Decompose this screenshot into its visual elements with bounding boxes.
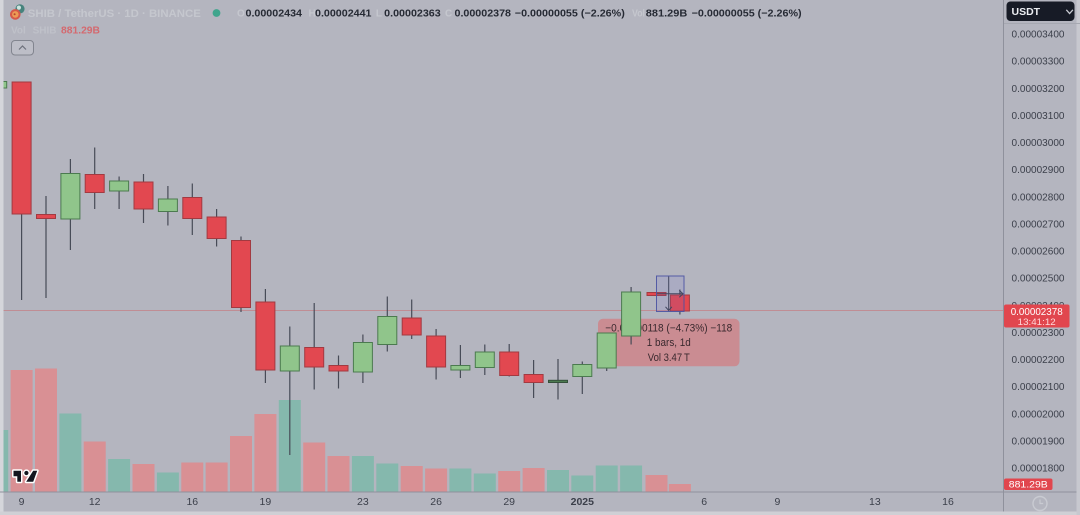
svg-text:29: 29 xyxy=(503,496,515,508)
svg-text:0.00002100: 0.00002100 xyxy=(1012,381,1065,393)
svg-text:881.29B: 881.29B xyxy=(646,9,688,20)
svg-text:0.00002441: 0.00002441 xyxy=(315,9,372,20)
svg-text:12: 12 xyxy=(89,496,101,508)
svg-text:2025: 2025 xyxy=(571,496,595,508)
svg-text:13: 13 xyxy=(869,496,881,508)
svg-text:SHIB / TetherUS · 1D · BINANCE: SHIB / TetherUS · 1D · BINANCE xyxy=(28,8,201,20)
svg-text:26: 26 xyxy=(430,496,442,508)
svg-text:O: O xyxy=(237,9,245,20)
svg-text:0.00002434: 0.00002434 xyxy=(246,9,303,20)
svg-text:0.00002363: 0.00002363 xyxy=(384,9,441,20)
svg-text:0.00003400: 0.00003400 xyxy=(1012,29,1065,41)
svg-text:H: H xyxy=(309,9,316,20)
svg-text:SHIB: SHIB xyxy=(33,26,57,37)
svg-text:1 bars, 1d: 1 bars, 1d xyxy=(647,337,691,349)
svg-text:−0.00000055 (−2.26%): −0.00000055 (−2.26%) xyxy=(515,9,625,20)
svg-text:Vol: Vol xyxy=(632,9,645,20)
svg-text:Vol 3.47 T: Vol 3.47 T xyxy=(648,352,690,364)
svg-text:Vol: Vol xyxy=(11,26,26,37)
svg-text:23: 23 xyxy=(357,496,369,508)
svg-text:0.00002500: 0.00002500 xyxy=(1012,273,1065,285)
svg-text:USDT: USDT xyxy=(1012,6,1041,18)
svg-text:0.00002600: 0.00002600 xyxy=(1012,246,1065,258)
svg-text:0.00002000: 0.00002000 xyxy=(1012,408,1065,420)
svg-text:6: 6 xyxy=(701,496,707,508)
svg-text:0.00002200: 0.00002200 xyxy=(1012,354,1065,366)
svg-text:L: L xyxy=(376,9,382,20)
svg-text:9: 9 xyxy=(19,496,25,508)
svg-text:9: 9 xyxy=(774,496,780,508)
svg-text:16: 16 xyxy=(186,496,198,508)
svg-text:C: C xyxy=(445,9,452,20)
svg-text:0.00002700: 0.00002700 xyxy=(1012,219,1065,231)
svg-text:0.00002300: 0.00002300 xyxy=(1012,327,1065,339)
svg-text:13:41:12: 13:41:12 xyxy=(1018,317,1056,328)
svg-text:0.00001900: 0.00001900 xyxy=(1012,436,1065,448)
svg-text:881.29B: 881.29B xyxy=(61,26,100,37)
svg-text:0.00002900: 0.00002900 xyxy=(1012,164,1065,176)
svg-text:19: 19 xyxy=(260,496,272,508)
svg-text:0.00003000: 0.00003000 xyxy=(1012,137,1065,149)
svg-text:−0.00000055 (−2.26%): −0.00000055 (−2.26%) xyxy=(692,9,802,20)
svg-text:0.00002800: 0.00002800 xyxy=(1012,191,1065,203)
svg-text:0.00003200: 0.00003200 xyxy=(1012,83,1065,95)
svg-text:0.00002378: 0.00002378 xyxy=(1011,306,1063,318)
svg-text:0.00003300: 0.00003300 xyxy=(1012,56,1065,68)
svg-text:0.00001800: 0.00001800 xyxy=(1012,463,1065,475)
svg-text:0.00002378: 0.00002378 xyxy=(455,9,512,20)
svg-text:0.00003100: 0.00003100 xyxy=(1012,110,1065,122)
svg-text:16: 16 xyxy=(942,496,954,508)
svg-text:881.29B: 881.29B xyxy=(1009,480,1048,491)
